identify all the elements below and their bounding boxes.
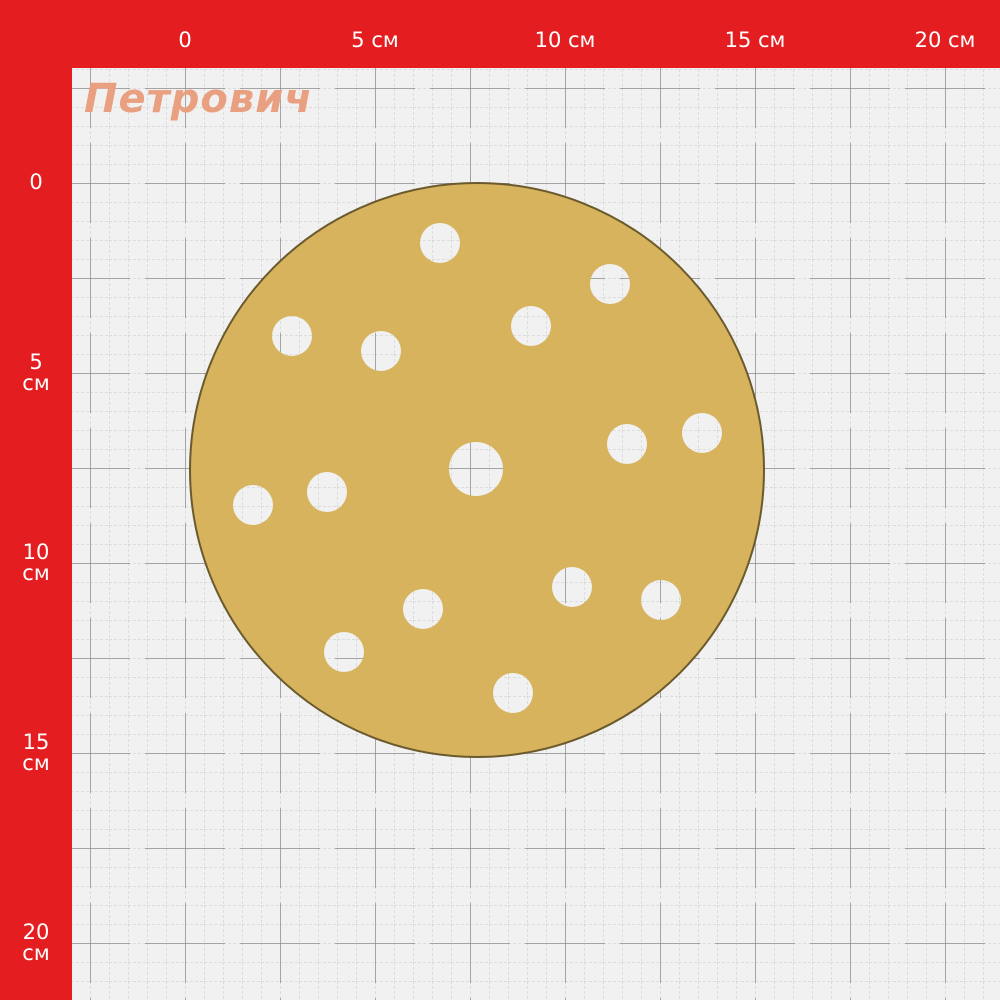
y-tick-20: 20 см (0, 922, 72, 964)
y-tick-unit: см (22, 751, 50, 775)
y-tick-num: 20 (22, 920, 50, 944)
y-tick-15: 15 см (0, 732, 72, 774)
y-tick-num: 15 (22, 730, 50, 754)
y-tick-5: 5 см (0, 352, 72, 394)
y-tick-num: 0 (29, 170, 43, 194)
x-tick-5: 5 см (351, 28, 399, 52)
sanding-disc (189, 182, 765, 758)
x-tick-0: 0 (178, 28, 192, 52)
x-tick-15: 15 см (724, 28, 786, 52)
x-tick-10: 10 см (534, 28, 596, 52)
y-tick-0: 0 (0, 172, 72, 193)
y-tick-num: 5 (29, 350, 43, 374)
y-tick-num: 10 (22, 540, 50, 564)
y-tick-10: 10 см (0, 542, 72, 584)
y-tick-unit: см (22, 561, 50, 585)
y-tick-unit: см (22, 941, 50, 965)
y-tick-unit: см (22, 371, 50, 395)
x-tick-20: 20 см (914, 28, 976, 52)
petrovich-logo: Петрович (84, 76, 313, 122)
